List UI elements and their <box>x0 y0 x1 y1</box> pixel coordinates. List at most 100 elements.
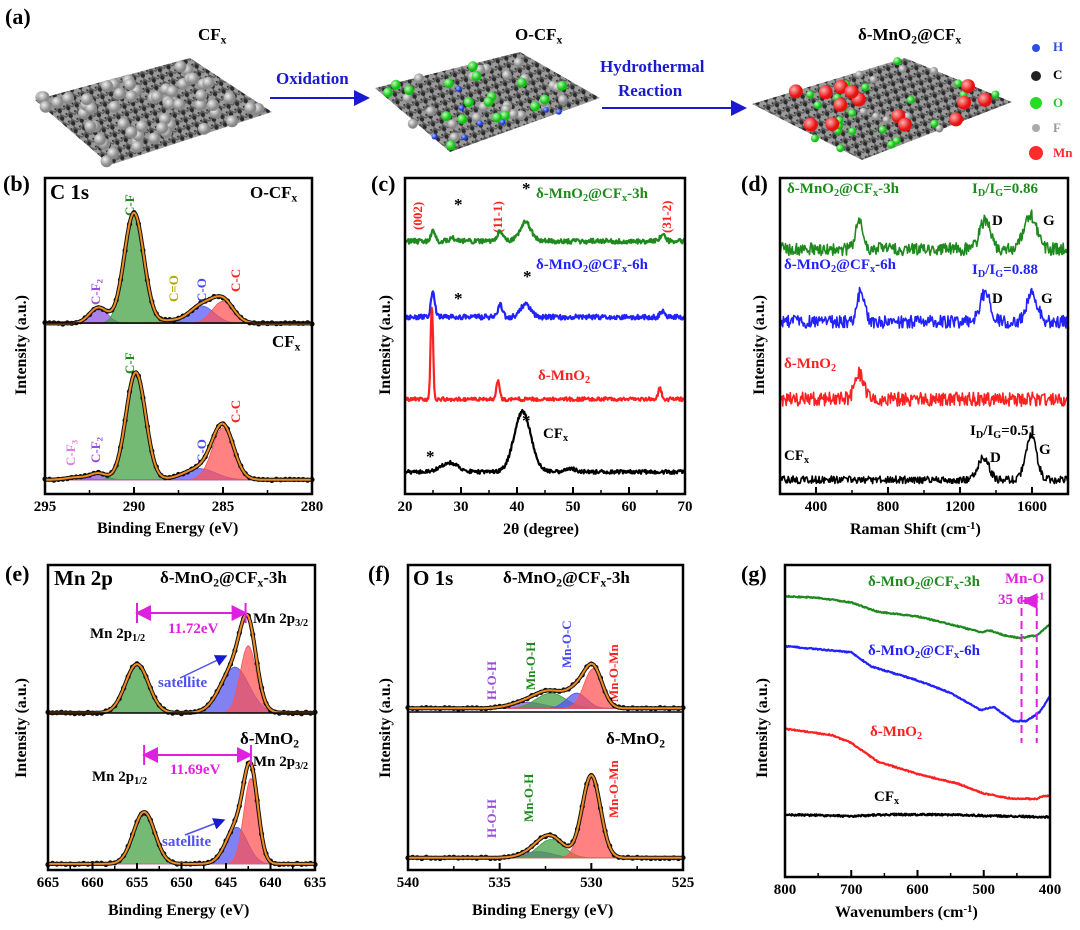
g-band-label: G <box>1039 442 1051 458</box>
series-line-0 <box>784 594 1051 640</box>
x-axis-label: Raman Shift (cm-1) <box>850 520 981 538</box>
atom-o-sphere <box>404 85 414 96</box>
x-tick-label: 800 <box>876 499 900 515</box>
atom-mn-sphere <box>898 117 912 132</box>
atom-f-sphere <box>84 120 97 133</box>
panel-letter-b: (b) <box>3 171 30 196</box>
atom-f-sphere <box>471 112 482 123</box>
x-tick-label: 50 <box>565 499 581 515</box>
atom-o-sphere <box>893 57 902 66</box>
x-tick-label: 600 <box>906 882 929 898</box>
atom-f-sphere <box>872 112 881 121</box>
star-marker: * <box>454 289 463 308</box>
fit-component-mn-2p-3-2- <box>48 645 315 714</box>
atom-h-sphere <box>431 133 438 140</box>
atom-mn-sphere <box>949 112 963 127</box>
atom-h-sphere <box>455 85 462 92</box>
atom-f-sphere <box>107 147 120 160</box>
atom-o-sphere <box>492 112 503 123</box>
d-band-label: D <box>992 291 1003 307</box>
legend-label-c: C <box>1053 67 1063 82</box>
atom-f-sphere <box>163 97 176 110</box>
x-axis-label: Wavenumbers (cm-1) <box>835 903 978 921</box>
mn-o-label: Mn-O <box>1005 571 1045 587</box>
atom-o-sphere <box>467 61 478 72</box>
atom-o-sphere <box>463 97 474 108</box>
peak-label-mn2p12: Mn 2p1/2 <box>90 626 146 645</box>
experimental-data-line <box>44 370 312 482</box>
plot-frame <box>46 563 317 872</box>
x-axis-label: Binding Energy (eV) <box>97 520 239 537</box>
plot-frame <box>406 563 685 872</box>
x-tick-label: 800 <box>773 882 797 898</box>
stage-label-ocfx: O-CFx <box>515 25 563 47</box>
peak-label-mn2p32: Mn 2p3/2 <box>253 611 309 630</box>
atom-f-sphere <box>39 100 52 113</box>
plot-area-b <box>42 176 315 496</box>
x-tick-label: 285 <box>211 499 235 515</box>
id-ig-ratio-cfx: ID/IG=0.51 <box>970 423 1036 442</box>
atom-f-sphere <box>882 115 891 124</box>
plot-area-d <box>778 176 1070 496</box>
fit-component-satellite <box>48 826 315 865</box>
atom-mn-sphere <box>788 84 803 99</box>
plot-area-c <box>403 176 687 496</box>
fit-component-satellite <box>48 666 315 714</box>
star-marker: * <box>426 447 435 466</box>
fitted-envelope-line <box>45 211 312 325</box>
atom-f-sphere <box>513 57 524 68</box>
atom-o-sphere <box>443 78 454 89</box>
x-tick-label: 535 <box>488 875 511 891</box>
synthesis-schematic <box>35 44 1043 168</box>
atom-f-sphere <box>156 122 169 134</box>
atom-f-sphere <box>407 118 418 129</box>
plot-area-e <box>45 563 318 872</box>
atom-f-sphere <box>37 91 50 104</box>
series-label-6h: δ-MnO2@CFx-6h <box>784 257 896 276</box>
atom-f-sphere <box>195 89 208 102</box>
fit-component-c-f <box>45 371 312 481</box>
atom-f-sphere <box>244 101 257 114</box>
atom-f-sphere <box>113 87 126 100</box>
series-label-3h: δ-MnO2@CFx-3h <box>787 181 899 200</box>
atom-h-sphere <box>542 106 549 113</box>
atom-o-sphere <box>441 111 452 122</box>
atom-f-sphere <box>226 115 239 128</box>
star-marker: * <box>522 179 531 198</box>
atom-f-sphere <box>117 117 130 130</box>
atom-o-sphere <box>991 90 1000 99</box>
series-line-2 <box>784 727 1051 801</box>
atom-f-sphere <box>166 85 179 98</box>
panel-f-title: O 1s <box>413 566 454 590</box>
splitting-energy-mno2: 11.69eV <box>170 762 221 778</box>
atom-o-sphere <box>878 125 887 134</box>
atom-f-sphere <box>413 73 424 84</box>
atom-f-sphere <box>194 98 207 111</box>
atom-f-sphere <box>108 100 121 113</box>
satellite-label: satellite <box>162 834 212 850</box>
step-reaction-label: Reaction <box>618 81 683 100</box>
x-tick-label: 1200 <box>945 499 975 515</box>
id-ig-ratio-6h: ID/IG=0.88 <box>972 262 1038 281</box>
atom-mn-sphere <box>844 84 859 99</box>
atom-f-sphere <box>508 109 519 120</box>
stage-label-cfx: CFx <box>198 25 227 47</box>
series-label-3h: δ-MnO2@CFx-3h <box>536 186 648 205</box>
atom-o-sphere <box>848 109 857 118</box>
series-label-cfx: CFx <box>874 789 900 808</box>
x-tick-label: 540 <box>396 875 420 891</box>
panel-letter-d: (d) <box>741 171 768 196</box>
peak-label-mn2p12: Mn 2p1/2 <box>92 769 148 788</box>
fit-component-c-f <box>45 212 312 324</box>
x-tick-label: 665 <box>36 875 60 891</box>
panel-letter-c: (c) <box>371 171 396 196</box>
atom-f-sphere <box>125 126 138 139</box>
atom-f-sphere <box>855 70 864 79</box>
series-label-cfx: CFx <box>543 426 569 445</box>
series-label-6h: δ-MnO2@CFx-6h <box>536 257 648 276</box>
atom-f-sphere <box>85 102 98 115</box>
atom-f-sphere <box>125 90 138 103</box>
x-tick-label: 30 <box>453 499 469 515</box>
fitted-envelope-line <box>44 371 312 481</box>
atom-f-sphere <box>94 133 106 146</box>
